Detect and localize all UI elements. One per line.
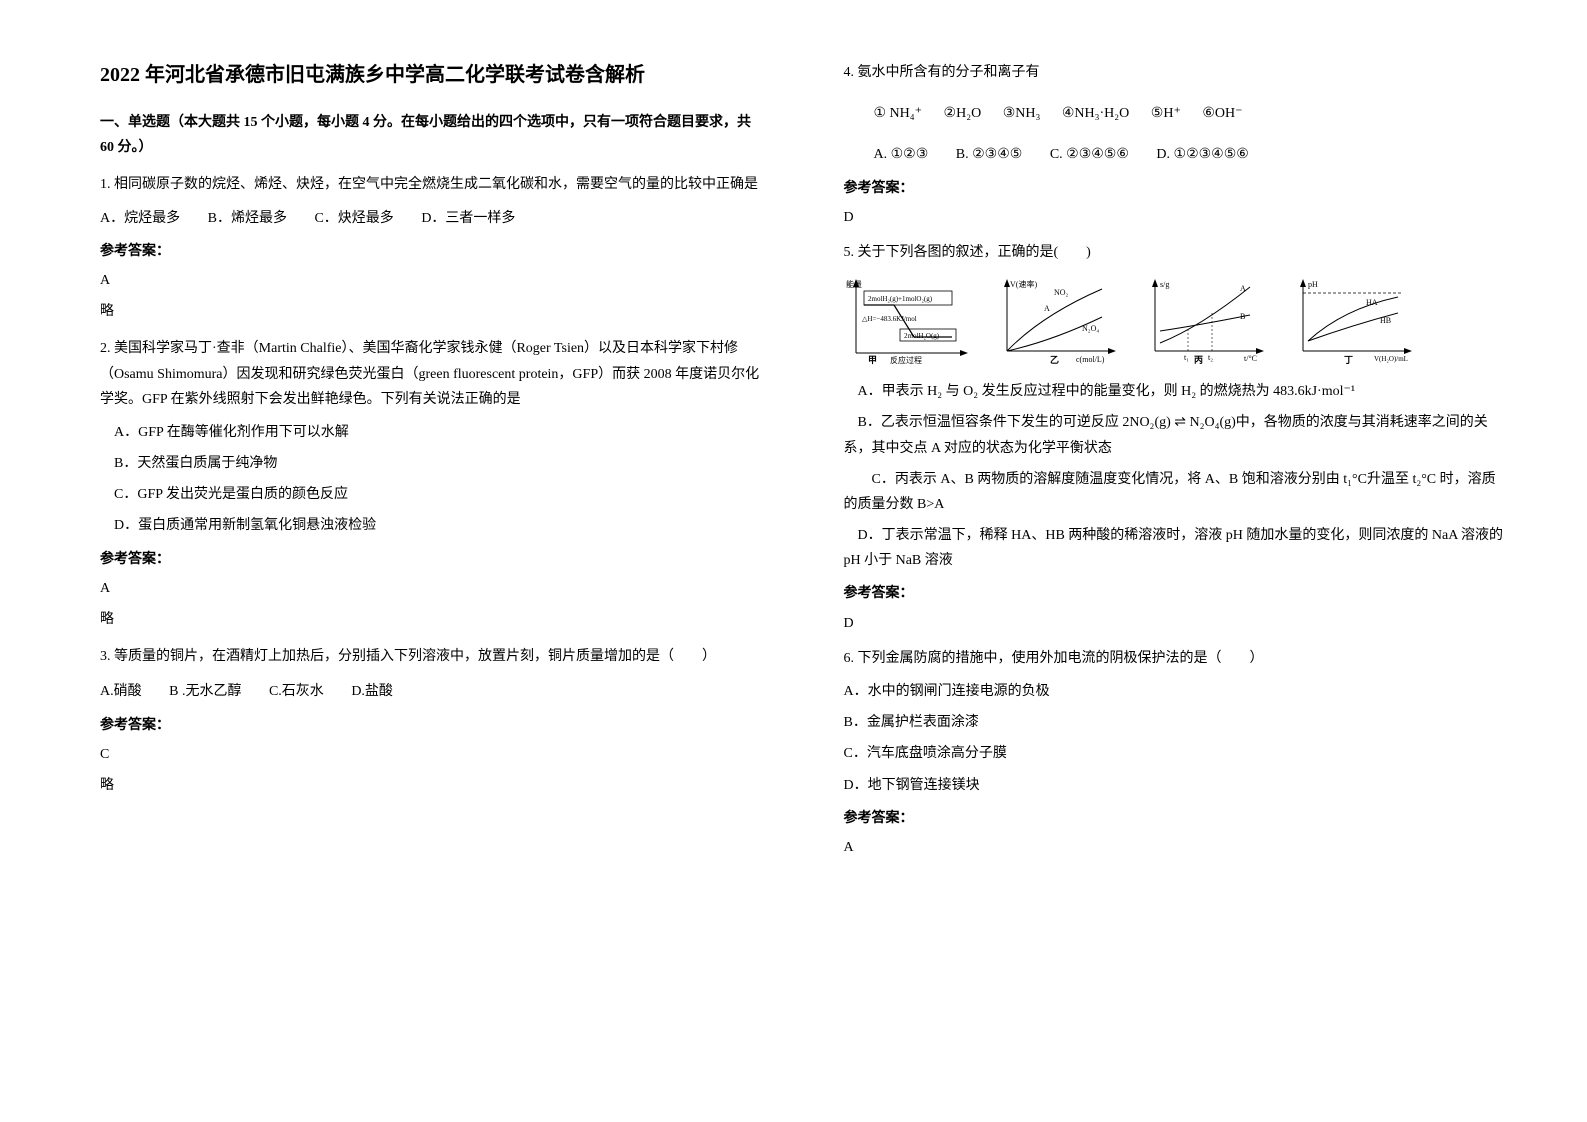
q4-item-2: ②H₂O [944,106,982,121]
q5-opt-c: C．丙表示 A、B 两物质的溶解度随温度变化情况，将 A、B 饱和溶液分别由 t… [844,467,1508,517]
svg-text:N₂O₄: N₂O₄ [1082,324,1099,333]
right-column: 4. 氨水中所含有的分子和离子有 ① NH₄⁺ ②H₂O ③NH₃ ④NH₃·H… [844,60,1508,1082]
svg-text:HB: HB [1380,316,1391,325]
q2-opt-b: B．天然蛋白质属于纯净物 [100,451,764,476]
chart1-bot-label: 2molH₂O(g) [904,332,940,340]
q2-note: 略 [100,607,764,632]
svg-text:A: A [1044,304,1050,313]
q4-opt-a: A. ①②③ [874,147,929,162]
svg-text:s/g: s/g [1160,280,1169,289]
q3-opt-a: A.硝酸 [100,684,142,699]
q4-answer: D [844,205,1508,230]
q2-opt-d: D．蛋白质通常用新制氢氧化铜悬浊液检验 [100,513,764,538]
q1-opt-a: A．烷烃最多 [100,211,180,226]
svg-text:B: B [1240,312,1245,321]
q3-text: 3. 等质量的铜片，在酒精灯上加热后，分别插入下列溶液中，放置片刻，铜片质量增加… [100,644,764,669]
svg-text:c(mol/L): c(mol/L) [1076,355,1105,364]
q3-opt-b: B .无水乙醇 [169,684,241,699]
chart1-top-label: 2molH₂(g)+1molO₂(g) [868,295,933,303]
q3-opt-d: D.盐酸 [351,684,393,699]
q5-opt-d: D．丁表示常温下，稀释 HA、HB 两种酸的稀溶液时，溶液 pH 随加水量的变化… [844,523,1508,573]
q6-opt-b: B．金属护栏表面涂漆 [844,710,1508,735]
svg-text:t₁: t₁ [1184,353,1189,362]
q4-options: A. ①②③ B. ②③④⑤ C. ②③④⑤⑥ D. ①②③④⑤⑥ [874,142,1508,167]
question-4: 4. 氨水中所含有的分子和离子有 ① NH₄⁺ ②H₂O ③NH₃ ④NH₃·H… [844,60,1508,230]
q6-answer-label: 参考答案： [844,806,1508,831]
question-6: 6. 下列金属防腐的措施中，使用外加电流的阴极保护法的是（ ） A．水中的钢闸门… [844,646,1508,860]
q4-opt-c: C. ②③④⑤⑥ [1050,147,1129,162]
q3-note: 略 [100,773,764,798]
q3-answer-label: 参考答案： [100,713,764,738]
q6-opt-a: A．水中的钢闸门连接电源的负极 [844,679,1508,704]
question-2: 2. 美国科学家马丁·查非（Martin Chalfie）、美国华裔化学家钱永健… [100,336,764,632]
question-5: 5. 关于下列各图的叙述，正确的是( ) 2molH₂(g)+1molO₂(g)… [844,240,1508,636]
q1-note: 略 [100,299,764,324]
q1-answer: A [100,268,764,293]
q4-item-6: ⑥OH⁻ [1202,106,1242,121]
q3-answer: C [100,742,764,767]
question-1: 1. 相同碳原子数的烷烃、烯烃、炔烃，在空气中完全燃烧生成二氧化碳和水，需要空气… [100,172,764,324]
chart4-tag: 丁 [1344,355,1353,365]
q2-text: 2. 美国科学家马丁·查非（Martin Chalfie）、美国华裔化学家钱永健… [100,336,764,412]
svg-text:HA: HA [1366,298,1378,307]
q4-text: 4. 氨水中所含有的分子和离子有 [844,60,1508,85]
svg-text:pH: pH [1308,280,1318,289]
q1-answer-label: 参考答案： [100,239,764,264]
q6-opt-d: D．地下钢管连接镁块 [844,773,1508,798]
q2-opt-c: C．GFP 发出荧光是蛋白质的颜色反应 [100,482,764,507]
q1-text: 1. 相同碳原子数的烷烃、烯烃、炔烃，在空气中完全燃烧生成二氧化碳和水，需要空气… [100,172,764,197]
chart-bing: A B t₁ t₂ s/g t/°C 丙 [1140,275,1270,365]
q2-options: A．GFP 在酶等催化剂作用下可以水解 B．天然蛋白质属于纯净物 C．GFP 发… [100,420,764,539]
q5-answer: D [844,611,1508,636]
q3-opt-c: C.石灰水 [269,684,324,699]
q4-item-3: ③NH₃ [1003,106,1041,121]
q2-answer-label: 参考答案： [100,547,764,572]
q4-items: ① NH₄⁺ ②H₂O ③NH₃ ④NH₃·H₂O ⑤H⁺ ⑥OH⁻ [874,101,1508,126]
q1-opt-c: C．炔烃最多 [314,211,393,226]
q4-opt-d: D. ①②③④⑤⑥ [1156,147,1248,162]
chart-ding: HA HB pH V(H₂O)/mL 丁 [1288,275,1418,365]
q5-text: 5. 关于下列各图的叙述，正确的是( ) [844,240,1508,265]
q2-opt-a: A．GFP 在酶等催化剂作用下可以水解 [100,420,764,445]
q6-answer: A [844,835,1508,860]
q5-opt-a: A．甲表示 H₂ 与 O₂ 发生反应过程中的能量变化，则 H₂ 的燃烧热为 48… [844,379,1508,404]
question-3: 3. 等质量的铜片，在酒精灯上加热后，分别插入下列溶液中，放置片刻，铜片质量增加… [100,644,764,798]
chart3-tag: 丙 [1194,355,1203,365]
q5-opt-b: B．乙表示恒温恒容条件下发生的可逆反应 2NO₂(g) ⇌ N₂O₄(g)中，各… [844,410,1508,460]
q1-opt-b: B．烯烃最多 [208,211,287,226]
q1-opt-d: D．三者一样多 [421,211,515,226]
svg-text:A: A [1240,284,1246,293]
q4-opt-b: B. ②③④⑤ [956,147,1023,162]
chart1-x-axis: 反应过程 [890,355,922,365]
q5-answer-label: 参考答案： [844,581,1508,606]
svg-text:V(速率): V(速率) [1010,279,1037,289]
chart1-y-axis: 能量 [846,279,862,289]
svg-text:V(H₂O)/mL: V(H₂O)/mL [1374,355,1408,363]
q5-charts: 2molH₂(g)+1molO₂(g) △H=−483.6KJ/mol 2mol… [844,275,1508,365]
svg-text:NO₂: NO₂ [1054,288,1069,297]
svg-text:t/°C: t/°C [1244,354,1257,363]
chart1-delta: △H=−483.6KJ/mol [862,315,917,323]
exam-title: 2022 年河北省承德市旧屯满族乡中学高二化学联考试卷含解析 [100,60,764,90]
q6-options: A．水中的钢闸门连接电源的负极 B．金属护栏表面涂漆 C．汽车底盘喷涂高分子膜 … [844,679,1508,798]
svg-text:t₂: t₂ [1208,353,1213,362]
q3-options: A.硝酸 B .无水乙醇 C.石灰水 D.盐酸 [100,679,764,704]
q2-answer: A [100,576,764,601]
chart2-tag: 乙 [1050,355,1059,365]
q6-opt-c: C．汽车底盘喷涂高分子膜 [844,741,1508,766]
q4-item-1: ① NH₄⁺ [874,106,923,121]
chart1-tag: 甲 [868,355,877,365]
q4-item-4: ④NH₃·H₂O [1062,106,1129,121]
section-1-header: 一、单选题（本大题共 15 个小题，每小题 4 分。在每小题给出的四个选项中，只… [100,110,764,160]
chart-yi: NO₂ A N₂O₄ V(速率) c(mol/L) 乙 [992,275,1122,365]
q4-answer-label: 参考答案： [844,176,1508,201]
q4-item-5: ⑤H⁺ [1151,106,1181,121]
chart-jia: 2molH₂(g)+1molO₂(g) △H=−483.6KJ/mol 2mol… [844,275,974,365]
left-column: 2022 年河北省承德市旧屯满族乡中学高二化学联考试卷含解析 一、单选题（本大题… [100,60,764,1082]
q6-text: 6. 下列金属防腐的措施中，使用外加电流的阴极保护法的是（ ） [844,646,1508,671]
q1-options: A．烷烃最多 B．烯烃最多 C．炔烃最多 D．三者一样多 [100,206,764,231]
